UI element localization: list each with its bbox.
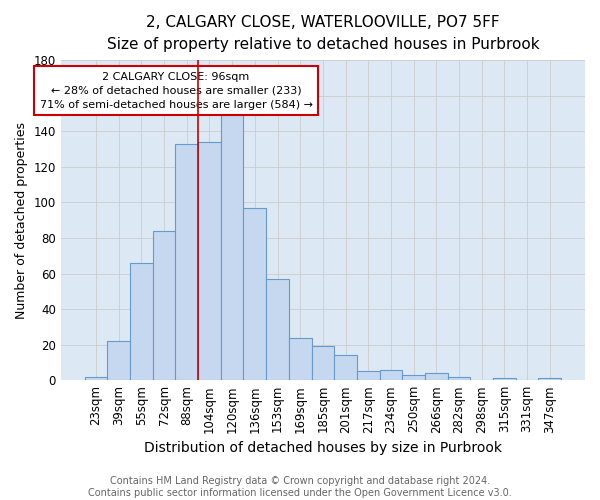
Bar: [403, 375, 425, 380]
Bar: [221, 116, 244, 380]
Bar: [357, 372, 380, 380]
X-axis label: Distribution of detached houses by size in Purbrook: Distribution of detached houses by size …: [144, 441, 502, 455]
Text: 2 CALGARY CLOSE: 96sqm
← 28% of detached houses are smaller (233)
71% of semi-de: 2 CALGARY CLOSE: 96sqm ← 28% of detached…: [40, 72, 313, 110]
Bar: [334, 356, 357, 380]
Bar: [289, 338, 311, 380]
Bar: [493, 378, 516, 380]
Bar: [198, 142, 221, 380]
Bar: [175, 144, 198, 380]
Bar: [152, 231, 175, 380]
Bar: [448, 376, 470, 380]
Bar: [311, 346, 334, 380]
Y-axis label: Number of detached properties: Number of detached properties: [15, 122, 28, 318]
Bar: [266, 279, 289, 380]
Bar: [244, 208, 266, 380]
Bar: [130, 263, 152, 380]
Bar: [107, 341, 130, 380]
Bar: [425, 373, 448, 380]
Title: 2, CALGARY CLOSE, WATERLOOVILLE, PO7 5FF
Size of property relative to detached h: 2, CALGARY CLOSE, WATERLOOVILLE, PO7 5FF…: [107, 15, 539, 52]
Bar: [85, 376, 107, 380]
Bar: [538, 378, 561, 380]
Text: Contains HM Land Registry data © Crown copyright and database right 2024.
Contai: Contains HM Land Registry data © Crown c…: [88, 476, 512, 498]
Bar: [380, 370, 403, 380]
